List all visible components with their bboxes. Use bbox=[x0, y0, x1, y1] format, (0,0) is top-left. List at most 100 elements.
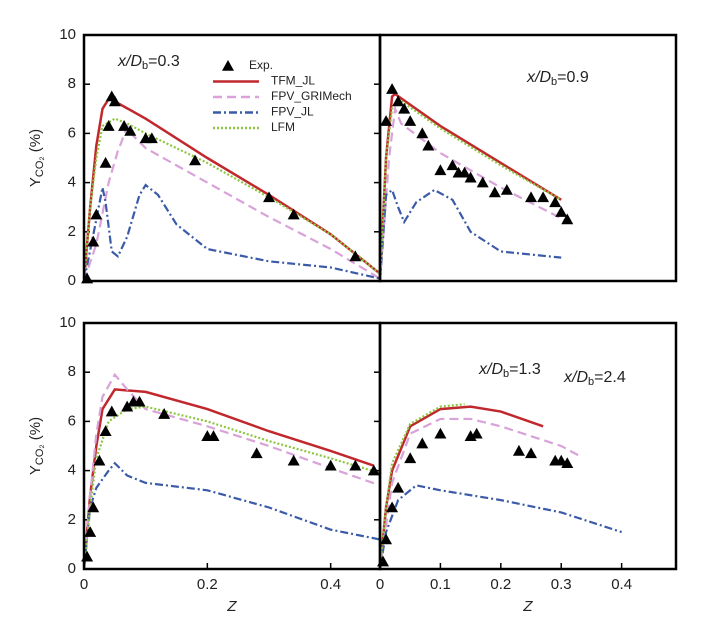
plot-frame bbox=[82, 33, 382, 283]
legend-label: FPV_JL bbox=[271, 105, 314, 119]
line bbox=[380, 97, 562, 281]
x-tick-label: 0.3 bbox=[551, 576, 572, 593]
exp-point bbox=[287, 454, 300, 466]
exp-point bbox=[434, 164, 447, 176]
y-label-main: Y bbox=[27, 177, 44, 187]
annotation: x/Db=0.9 bbox=[526, 69, 589, 88]
annotation: x/Db=1.3 bbox=[478, 361, 541, 380]
annotation-value: =1.3 bbox=[509, 361, 541, 378]
x-tick-label: 0.4 bbox=[611, 576, 632, 593]
annotation-main: x/D bbox=[563, 369, 588, 386]
line bbox=[84, 372, 380, 569]
line bbox=[84, 388, 375, 569]
y-label-unit: (%) bbox=[27, 417, 44, 445]
x-tick-label: 0.2 bbox=[490, 576, 511, 593]
y-tick-label: 6 bbox=[68, 124, 76, 141]
y-label-main: Y bbox=[27, 465, 44, 475]
y-tick-label: 8 bbox=[68, 75, 76, 92]
exp-point bbox=[121, 400, 134, 412]
y-tick-label: 2 bbox=[68, 511, 76, 528]
annotation-main: x/D bbox=[117, 53, 142, 70]
exp-point bbox=[349, 250, 362, 262]
annotation-main: x/D bbox=[478, 361, 503, 378]
annotation-value: =0.3 bbox=[148, 53, 180, 70]
x-axis-label: Z bbox=[226, 598, 237, 615]
exp-point bbox=[386, 83, 399, 94]
exp-point bbox=[555, 206, 568, 217]
y-tick-label: 0 bbox=[68, 272, 76, 289]
exp-point bbox=[446, 159, 459, 171]
y-tick-label: 8 bbox=[68, 363, 76, 380]
exp-point bbox=[99, 425, 112, 437]
exp-point bbox=[158, 408, 171, 419]
legend-marker bbox=[222, 60, 234, 71]
annotation: x/Db=2.4 bbox=[563, 369, 626, 388]
exp-point bbox=[561, 213, 574, 225]
line bbox=[84, 183, 380, 281]
annotation-sub: b bbox=[142, 60, 148, 72]
line bbox=[380, 104, 574, 281]
plot-frame bbox=[82, 321, 382, 571]
line bbox=[380, 403, 465, 569]
annotation-sub: b bbox=[503, 368, 509, 380]
exp-point bbox=[380, 115, 393, 126]
exp-point bbox=[118, 120, 131, 131]
line bbox=[84, 405, 380, 569]
exp-point bbox=[512, 444, 525, 456]
exp-point bbox=[476, 176, 489, 188]
exp-point bbox=[87, 235, 100, 247]
exp-point bbox=[124, 124, 137, 136]
exp-point bbox=[99, 156, 112, 168]
plot-area bbox=[84, 97, 380, 281]
x-tick-label: 0 bbox=[80, 576, 88, 593]
exp-point bbox=[84, 526, 97, 537]
exp-point bbox=[380, 533, 393, 545]
y-label-unit: (%) bbox=[27, 129, 44, 157]
y-tick-label: 0 bbox=[68, 560, 76, 577]
x-tick-label: 0.2 bbox=[197, 576, 218, 593]
exp-point bbox=[392, 95, 405, 107]
line bbox=[84, 461, 380, 569]
line bbox=[380, 188, 562, 281]
line bbox=[84, 123, 380, 281]
exp-point bbox=[324, 459, 337, 471]
y-tick-label: 4 bbox=[68, 174, 76, 191]
annotation-value: =2.4 bbox=[594, 369, 626, 386]
y-axis-label: YCO₂ (%) bbox=[27, 417, 46, 475]
exp-point bbox=[416, 127, 429, 139]
exp-point bbox=[464, 171, 477, 183]
exp-point bbox=[458, 166, 471, 178]
y-axis-label: YCO₂ (%) bbox=[27, 129, 46, 187]
legend-label: Exp. bbox=[249, 58, 273, 72]
exp-point bbox=[108, 95, 121, 107]
line bbox=[380, 92, 562, 281]
plot-frame bbox=[378, 321, 678, 571]
exp-point bbox=[500, 183, 513, 195]
line bbox=[84, 117, 380, 281]
exp-point bbox=[392, 481, 405, 493]
exp-point bbox=[549, 196, 562, 208]
exp-point bbox=[422, 139, 435, 151]
legend-label: FPV_GRIMech bbox=[271, 89, 352, 103]
exp-point bbox=[87, 501, 100, 513]
annotation: x/Db=0.3 bbox=[117, 53, 180, 72]
y-tick-label: 4 bbox=[68, 462, 76, 479]
exp-point bbox=[263, 191, 275, 203]
exp-point bbox=[145, 132, 158, 144]
exp-point bbox=[561, 457, 574, 469]
y-label-sub: CO₂ bbox=[34, 156, 46, 177]
exp-point bbox=[90, 208, 103, 220]
plot-area bbox=[84, 372, 380, 569]
exp-point bbox=[349, 459, 362, 471]
exp-point bbox=[189, 154, 201, 166]
exp-point bbox=[93, 454, 106, 466]
y-tick-label: 10 bbox=[59, 26, 76, 43]
exp-point bbox=[398, 102, 411, 114]
exp-point bbox=[404, 115, 417, 126]
exp-point bbox=[367, 464, 380, 476]
legend-label: LFM bbox=[271, 120, 295, 134]
exp-point bbox=[434, 427, 447, 439]
exp-point bbox=[250, 447, 263, 459]
annotation-main: x/D bbox=[526, 69, 551, 86]
